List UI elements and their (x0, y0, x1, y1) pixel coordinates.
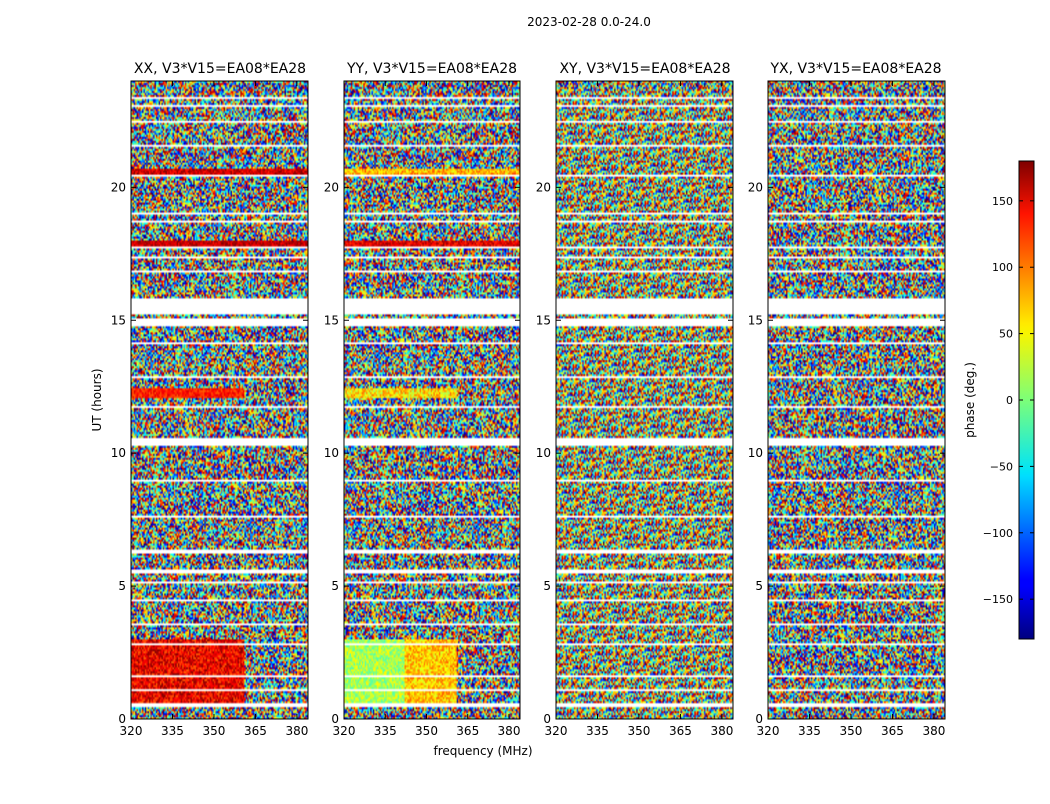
y-tick-label: 10 (324, 446, 339, 460)
panel-title: YX, V3*V15=EA08*EA28 (769, 61, 941, 77)
panel-yx: YX, V3*V15=EA08*EA28 (767, 61, 946, 720)
y-tick-label: 10 (748, 446, 763, 460)
x-tick-label: 365 (456, 724, 479, 738)
colorbar-tick-label: 50 (999, 328, 1013, 341)
y-tick-label: 15 (748, 313, 763, 327)
y-axis-label: UT (hours) (90, 368, 104, 431)
x-tick-label: 320 (333, 724, 356, 738)
y-tick-label: 10 (536, 446, 551, 460)
heatmap-image (768, 81, 945, 719)
y-tick-label: 5 (331, 579, 339, 593)
x-tick-label: 335 (586, 724, 609, 738)
x-tick-label: 365 (669, 724, 692, 738)
x-tick-label: 320 (120, 724, 143, 738)
colorbar-tick-label: −150 (983, 593, 1013, 606)
x-tick-label: 350 (415, 724, 438, 738)
colorbar-tick-label: 100 (992, 261, 1013, 274)
y-tick-label: 15 (324, 313, 339, 327)
x-tick-label: 365 (881, 724, 904, 738)
y-tick-label: 5 (755, 579, 763, 593)
y-tick-label: 5 (543, 579, 551, 593)
colorbar-tick-label: 150 (992, 195, 1013, 208)
x-tick-label: 320 (757, 724, 780, 738)
heatmap-image (344, 81, 520, 719)
x-tick-label: 350 (203, 724, 226, 738)
panel-xx: XX, V3*V15=EA08*EA28 UT (hours) (90, 61, 309, 720)
colorbar-label: phase (deg.) (963, 362, 977, 438)
colorbar-tick-label: 0 (1006, 394, 1013, 407)
x-axis-label: frequency (MHz) (433, 744, 532, 758)
figure-title: 2023-02-28 0.0-24.0 (527, 15, 651, 29)
y-tick-label: 0 (331, 712, 339, 726)
y-tick-label: 20 (111, 180, 126, 194)
colorbar: phase (deg.) (963, 160, 1035, 640)
y-tick-label: 20 (324, 180, 339, 194)
y-tick-label: 20 (748, 180, 763, 194)
y-tick-label: 0 (118, 712, 126, 726)
colorbar-tick-label: −100 (983, 527, 1013, 540)
panel-xy: XY, V3*V15=EA08*EA28 (555, 61, 734, 720)
x-tick-label: 350 (840, 724, 863, 738)
x-tick-label: 365 (244, 724, 267, 738)
x-tick-label: 380 (710, 724, 733, 738)
y-tick-label: 20 (536, 180, 551, 194)
panel-title: YY, V3*V15=EA08*EA28 (346, 61, 517, 77)
plot-frame (767, 80, 946, 720)
plot-frame (343, 80, 521, 720)
axis-ticks: 320 335 350 365 380 0 5 10 15 20 320 335 350 365 380 0 5… (111, 81, 1034, 738)
y-tick-label: 10 (111, 446, 126, 460)
panel-yy: YY, V3*V15=EA08*EA28 frequency (MHz) (343, 61, 533, 758)
colorbar-tick-label: −50 (990, 460, 1013, 473)
x-tick-label: 320 (545, 724, 568, 738)
y-tick-label: 5 (118, 579, 126, 593)
x-tick-label: 335 (374, 724, 397, 738)
y-tick-label: 0 (543, 712, 551, 726)
plot-frame (130, 80, 309, 720)
x-tick-label: 335 (161, 724, 184, 738)
x-tick-label: 380 (285, 724, 308, 738)
plot-frame (555, 80, 734, 720)
heatmap-image (556, 81, 733, 719)
y-tick-label: 15 (536, 313, 551, 327)
x-tick-label: 380 (922, 724, 945, 738)
y-tick-label: 15 (111, 313, 126, 327)
x-tick-label: 380 (498, 724, 521, 738)
x-tick-label: 350 (628, 724, 651, 738)
panel-title: XX, V3*V15=EA08*EA28 (134, 61, 306, 77)
heatmap-image (131, 81, 308, 719)
x-tick-label: 335 (798, 724, 821, 738)
y-tick-label: 0 (755, 712, 763, 726)
panel-title: XY, V3*V15=EA08*EA28 (559, 61, 730, 77)
